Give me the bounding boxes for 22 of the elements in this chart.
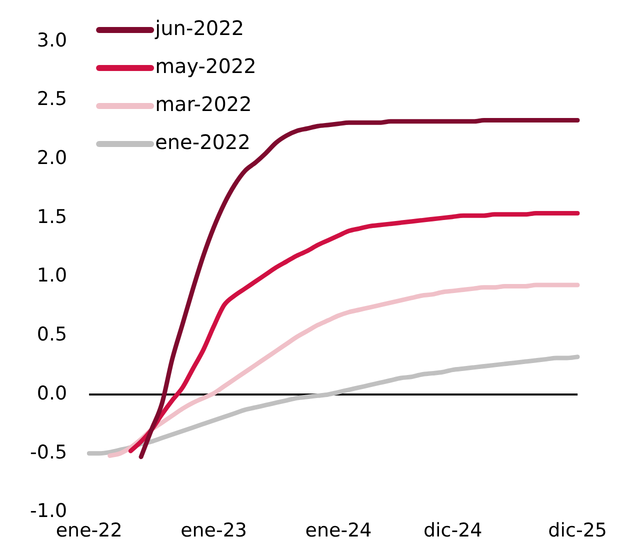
line-series [86,354,580,456]
y-tick-label: 2.5 [36,88,68,110]
y-tick-label: 1.5 [36,206,68,228]
x-tick-label: ene-24 [305,520,372,542]
y-tick-label: 0.5 [36,324,68,346]
line-series [108,282,580,458]
legend-label: may-2022 [155,54,256,78]
legend-label: jun-2022 [154,16,244,40]
y-tick-label: 0.0 [36,382,68,404]
x-tick-label: dic-24 [423,520,482,542]
y-tick-label: 2.0 [36,147,68,170]
legend-label: ene-2022 [155,130,250,154]
x-tick-label: dic-25 [548,520,608,542]
line-series [138,118,580,460]
x-tick-label: ene-22 [56,520,122,542]
legend-label: mar-2022 [155,92,252,116]
y-tick-label: -0.5 [30,441,68,464]
x-tick-label: ene-23 [180,520,248,542]
line-series [128,210,580,454]
y-tick-label: -1.0 [30,500,68,522]
y-tick-label: 3.0 [36,29,68,52]
y-tick-label: 1.0 [36,264,68,287]
